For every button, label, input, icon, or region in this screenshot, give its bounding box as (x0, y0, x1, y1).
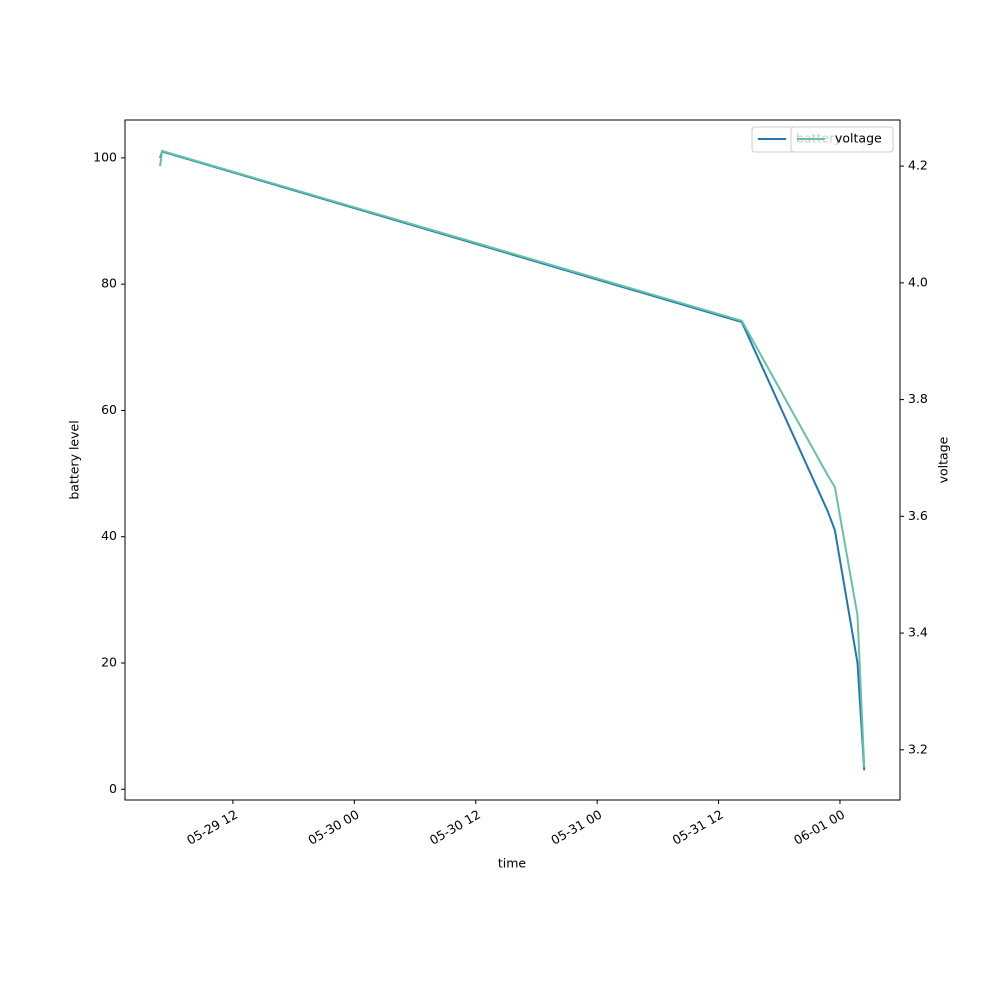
y-tick-label: 0 (109, 781, 117, 796)
legend: voltage (790, 126, 894, 153)
plot-frame (124, 119, 901, 801)
y-tick-label: 100 (93, 149, 117, 164)
x-axis-label: time (498, 856, 527, 871)
x-tick-label: 05-31 12 (670, 807, 726, 848)
y-tick-label: 60 (101, 402, 117, 417)
legend-label: voltage (835, 131, 882, 146)
legend-box (790, 126, 894, 153)
x-tick-label: 06-01 00 (791, 807, 847, 848)
series-line (159, 150, 866, 771)
x-tick-label: 05-29 12 (184, 807, 240, 848)
y-axis-label: battery level (67, 420, 82, 499)
y-tick-label: 40 (101, 528, 117, 543)
y2-tick-label: 4.2 (908, 158, 928, 173)
y2-tick-label: 3.6 (908, 508, 928, 523)
y2-tick-label: 3.8 (908, 391, 928, 406)
y2-tick-label: 3.4 (908, 625, 928, 640)
x-tick-label: 05-30 00 (305, 807, 361, 848)
series-line (159, 149, 866, 768)
y2-axis-label: voltage (936, 436, 951, 483)
x-tick-label: 05-31 00 (548, 807, 604, 848)
y-tick-label: 80 (101, 276, 117, 291)
y2-tick-label: 3.2 (908, 741, 928, 756)
x-tick-label: 05-30 12 (427, 807, 483, 848)
y2-tick-label: 4.0 (908, 274, 928, 289)
y-tick-label: 20 (101, 654, 117, 669)
